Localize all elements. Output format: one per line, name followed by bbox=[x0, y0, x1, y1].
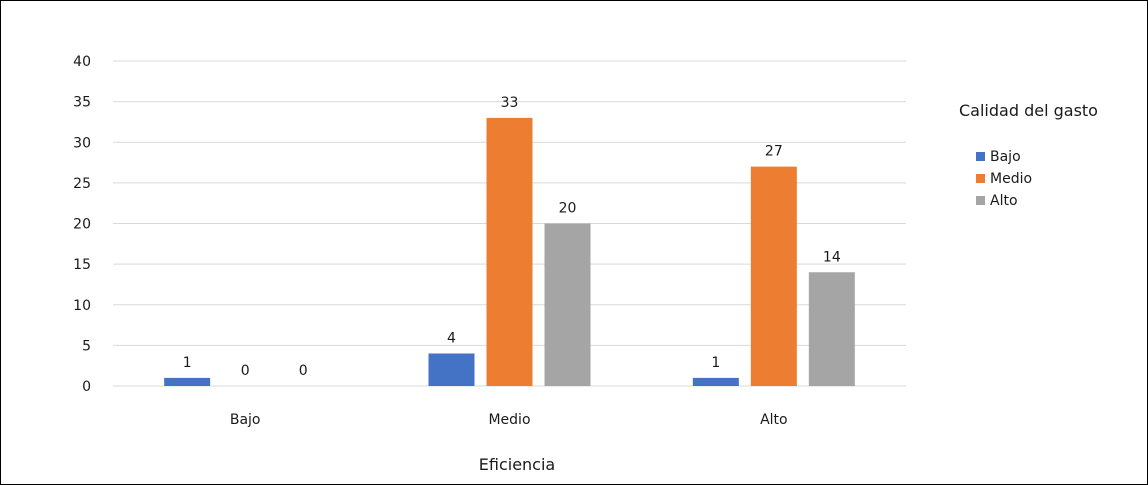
x-tick-label: Bajo bbox=[230, 412, 261, 428]
bar bbox=[486, 117, 533, 386]
bar bbox=[544, 223, 591, 386]
legend-label: Medio bbox=[990, 171, 1032, 187]
data-labels: 1 0 0 4 33 20 1 27 14 bbox=[183, 95, 841, 379]
legend-swatch bbox=[976, 196, 985, 205]
bar bbox=[164, 377, 211, 386]
legend-label: Alto bbox=[990, 193, 1018, 209]
y-tick-label: 5 bbox=[82, 338, 91, 354]
data-label: 1 bbox=[183, 355, 192, 371]
bars bbox=[164, 117, 855, 386]
data-label: 0 bbox=[241, 363, 250, 379]
y-tick-label: 20 bbox=[73, 217, 91, 233]
legend: Calidad del gasto Bajo Medio Alto bbox=[959, 101, 1098, 209]
bar bbox=[750, 166, 797, 386]
legend-items: Bajo Medio Alto bbox=[976, 149, 1032, 209]
bar bbox=[428, 353, 475, 386]
y-tick-label: 30 bbox=[73, 135, 91, 151]
x-axis-ticks: Bajo Medio Alto bbox=[230, 412, 788, 428]
data-label: 1 bbox=[711, 355, 720, 371]
data-label: 4 bbox=[447, 331, 456, 347]
data-label: 0 bbox=[299, 363, 308, 379]
bar bbox=[808, 272, 855, 386]
x-axis-title: Eficiencia bbox=[479, 455, 555, 474]
y-tick-label: 40 bbox=[73, 54, 91, 70]
legend-swatch bbox=[976, 152, 985, 161]
legend-swatch bbox=[976, 174, 985, 183]
legend-title: Calidad del gasto bbox=[959, 101, 1098, 120]
data-label: 14 bbox=[823, 249, 841, 265]
data-label: 27 bbox=[765, 144, 783, 160]
y-tick-label: 15 bbox=[73, 257, 91, 273]
x-tick-label: Medio bbox=[488, 412, 530, 428]
data-label: 20 bbox=[559, 201, 577, 217]
bar bbox=[692, 377, 739, 386]
y-tick-label: 0 bbox=[82, 379, 91, 395]
y-tick-label: 35 bbox=[73, 95, 91, 111]
y-axis-ticks: 0 5 10 15 20 25 30 35 40 bbox=[73, 54, 91, 395]
legend-label: Bajo bbox=[990, 149, 1021, 165]
data-label: 33 bbox=[501, 95, 519, 111]
x-tick-label: Alto bbox=[760, 412, 788, 428]
y-tick-label: 25 bbox=[73, 176, 91, 192]
y-tick-label: 10 bbox=[73, 298, 91, 314]
